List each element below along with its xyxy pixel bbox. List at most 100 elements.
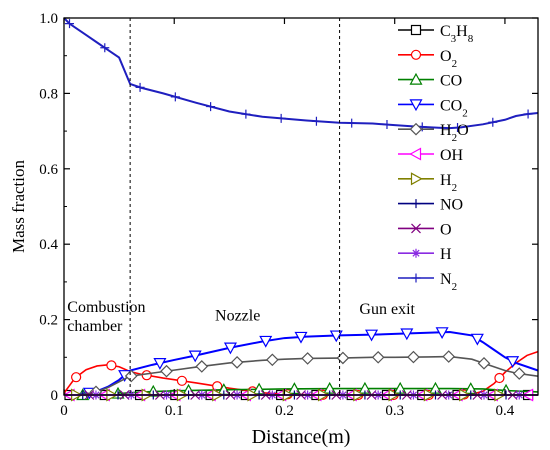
series-marker	[188, 350, 202, 363]
axes: 0 0.1 0.2 0.3 0.4 0 0.2 0.4 0.6 0.8 1.0	[39, 11, 539, 419]
legend-item-co: CO	[398, 73, 462, 90]
series-marker	[106, 360, 117, 371]
legend-item-co2: CO2	[398, 97, 468, 119]
legend-label: NO	[440, 197, 463, 214]
y-axis-title: Mass fraction	[9, 160, 28, 254]
series-line	[63, 350, 539, 396]
series-marker	[470, 333, 484, 346]
x-axis-title: Distance(m)	[252, 426, 351, 448]
series-marker	[206, 102, 216, 112]
region-annotation: Nozzle	[215, 307, 260, 324]
series-marker	[265, 353, 279, 367]
legend-item-h2: H2	[398, 172, 457, 194]
series-marker	[311, 116, 321, 126]
y-tick-label: 0.6	[39, 162, 58, 178]
legend-label: H	[440, 246, 452, 263]
legend-marker	[411, 248, 421, 258]
legend-label: O2	[440, 48, 457, 70]
legend-item-oh: OH	[398, 147, 464, 164]
legend: C3H8 O2 CO CO2 H2O OH H2 NO OH N2	[398, 23, 474, 293]
legend-item-no: NO	[398, 197, 463, 214]
region-annotation: Gun exit	[359, 301, 415, 318]
series-marker	[442, 350, 456, 363]
series-marker	[329, 330, 343, 343]
series-marker	[276, 113, 286, 123]
legend-item-o: O	[398, 221, 452, 238]
series-marker	[382, 120, 392, 130]
y-tick-label: 0.2	[39, 313, 58, 329]
series-marker	[347, 118, 357, 128]
series-marker	[435, 327, 449, 340]
series-marker	[170, 92, 180, 102]
annotations: Combustion chamber Nozzle Gun exit	[67, 299, 415, 335]
legend-marker	[411, 223, 421, 234]
series-marker	[336, 351, 350, 365]
series-marker	[477, 356, 491, 370]
series-marker	[294, 331, 308, 344]
x-tick-label: 0.4	[496, 403, 515, 419]
legend-marker	[409, 99, 423, 112]
series-marker	[523, 109, 533, 119]
legend-marker	[410, 172, 423, 186]
legend-label: H2O	[440, 122, 469, 144]
legend-marker	[409, 122, 423, 136]
x-tick-label: 0	[60, 403, 68, 419]
series-marker	[153, 358, 167, 370]
series-marker	[124, 369, 138, 383]
series-marker	[212, 381, 223, 392]
series-line	[63, 17, 539, 130]
series-marker	[259, 335, 273, 348]
legend-label: O	[440, 221, 452, 238]
legend-label: N2	[440, 271, 457, 293]
legend-item-h: H	[398, 246, 452, 263]
legend-label: C3H8	[440, 23, 474, 45]
series-marker	[141, 370, 152, 381]
series-marker	[71, 372, 82, 383]
region-annotation: chamber	[67, 318, 123, 335]
y-tick-label: 0.8	[39, 86, 58, 102]
series-marker	[65, 19, 75, 29]
series-n2	[63, 17, 539, 133]
series-line	[63, 331, 539, 396]
y-tick-label: 0.4	[39, 237, 58, 253]
legend-marker	[409, 147, 422, 161]
series-co2	[63, 327, 539, 400]
series-marker	[135, 82, 145, 92]
series-marker	[488, 117, 498, 127]
y-tick-label: 0	[51, 388, 59, 404]
plot-area	[62, 17, 539, 402]
series-marker	[512, 367, 526, 380]
legend-marker	[409, 72, 423, 85]
series-marker	[453, 123, 463, 133]
x-tick-label: 0.3	[385, 403, 404, 419]
series-marker	[160, 364, 173, 378]
series-marker	[407, 350, 420, 364]
series-marker	[241, 109, 251, 119]
legend-label: OH	[440, 147, 464, 164]
series-marker	[301, 352, 314, 365]
series-marker	[176, 375, 188, 386]
legend-label: CO	[440, 73, 462, 90]
legend-item-h2o: H2O	[398, 122, 469, 144]
series-marker	[494, 372, 505, 384]
legend-label: CO2	[440, 97, 468, 119]
legend-label: H2	[440, 172, 457, 194]
x-tick-label: 0.2	[275, 403, 294, 419]
x-tick-label: 0.1	[165, 403, 184, 419]
legend-item-o2: O2	[398, 48, 457, 70]
series-marker	[400, 328, 414, 341]
series-marker	[195, 360, 209, 373]
series-marker	[365, 329, 379, 342]
legend-marker	[410, 49, 422, 60]
legend-marker	[411, 273, 421, 283]
y-tick-label: 1.0	[39, 11, 58, 27]
series-marker	[223, 342, 237, 355]
legend-marker	[410, 24, 422, 36]
legend-item-n2: N2	[398, 271, 457, 293]
series-marker	[230, 355, 244, 369]
legend-marker	[411, 199, 421, 209]
legend-item-c3h8: C3H8	[398, 23, 474, 45]
region-annotation: Combustion	[67, 299, 145, 316]
series-marker	[506, 356, 520, 369]
